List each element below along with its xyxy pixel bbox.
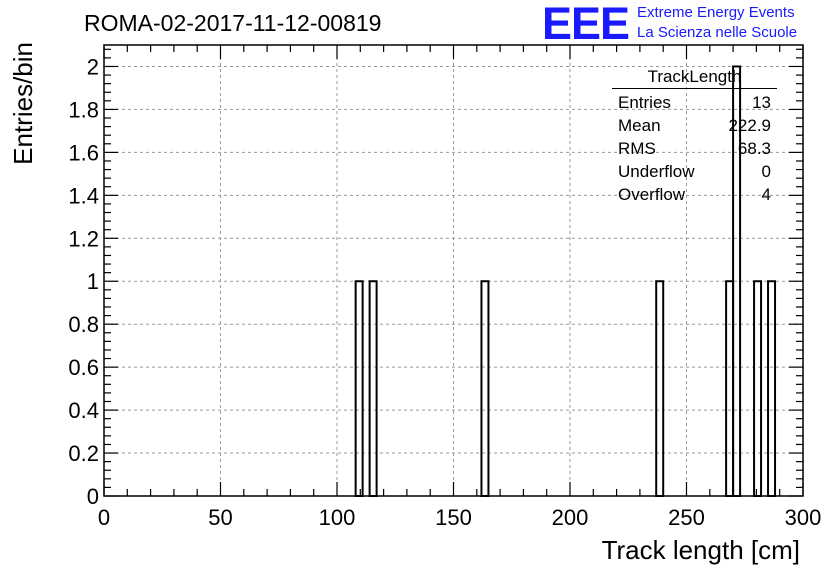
y-tick-label: 0.2 — [68, 441, 99, 466]
eee-logo-line2: La Scienza nelle Scuole — [637, 24, 798, 41]
y-tick-label: 1.6 — [68, 140, 99, 165]
axis-ticks — [103, 45, 804, 497]
y-tick-label: 1.8 — [68, 97, 99, 122]
stats-label: Entries — [618, 93, 671, 112]
x-tick-label: 150 — [435, 505, 472, 530]
stats-value: 4 — [761, 185, 771, 204]
stats-rows: Entries 13 Mean 222.9 RMS 68.3 Underflow 0 Overf… — [612, 91, 777, 206]
stats-label: Overflow — [618, 185, 686, 204]
histogram-bar — [753, 280, 763, 497]
tick-labels: 0 50 100 150 200 250 300 0 0.2 0.4 0.6 0.8 1 1.2 1.4 1.… — [68, 54, 821, 530]
eee-logo-text: Extreme Energy Events La Scienza nelle S… — [637, 3, 797, 43]
y-tick-label: 0.4 — [68, 398, 99, 423]
eee-logo-line1: Extreme Energy Events — [637, 4, 795, 21]
run-title: ROMA-02-2017-11-12-00819 — [84, 10, 382, 36]
histogram-bar — [368, 280, 378, 497]
x-tick-label: 100 — [319, 505, 356, 530]
stats-row: Entries 13 — [612, 91, 777, 114]
x-tick-label: 0 — [98, 505, 110, 530]
histogram-bar — [354, 280, 364, 497]
x-tick-label: 250 — [668, 505, 705, 530]
y-tick-label: 1.2 — [68, 226, 99, 251]
y-tick-label: 1 — [87, 269, 99, 294]
x-tick-label: 300 — [785, 505, 822, 530]
stats-title: TrackLength — [612, 66, 777, 89]
y-axis-title: Entries/bin — [8, 42, 38, 165]
stats-row: RMS 68.3 — [612, 137, 777, 160]
histogram-bar — [725, 280, 735, 497]
x-tick-label: 200 — [552, 505, 589, 530]
y-tick-label: 2 — [87, 54, 99, 79]
x-axis-title: Track length [cm] — [602, 535, 800, 565]
stats-label: RMS — [618, 139, 656, 158]
stats-value: 0 — [761, 162, 771, 181]
histogram-bar — [767, 280, 777, 497]
stats-label: Underflow — [618, 162, 695, 181]
grid-layer — [104, 45, 803, 496]
x-tick-label: 50 — [208, 505, 232, 530]
stats-value: 68.3 — [737, 139, 771, 158]
stats-value: 222.9 — [728, 116, 771, 135]
stats-row: Underflow 0 — [612, 160, 777, 183]
y-tick-label: 0.8 — [68, 312, 99, 337]
stats-box: TrackLength Entries 13 Mean 222.9 RMS 68.3 Und… — [612, 66, 777, 206]
histogram-bar — [655, 280, 665, 497]
stats-label: Mean — [618, 116, 661, 135]
stats-value: 13 — [752, 93, 771, 112]
y-tick-label: 0.6 — [68, 355, 99, 380]
eee-logo: EEE — [542, 0, 630, 49]
stats-row: Overflow 4 — [612, 183, 777, 206]
histogram-bar — [480, 280, 490, 497]
y-tick-label: 1.4 — [68, 183, 99, 208]
y-tick-label: 0 — [87, 484, 99, 509]
stats-row: Mean 222.9 — [612, 114, 777, 137]
